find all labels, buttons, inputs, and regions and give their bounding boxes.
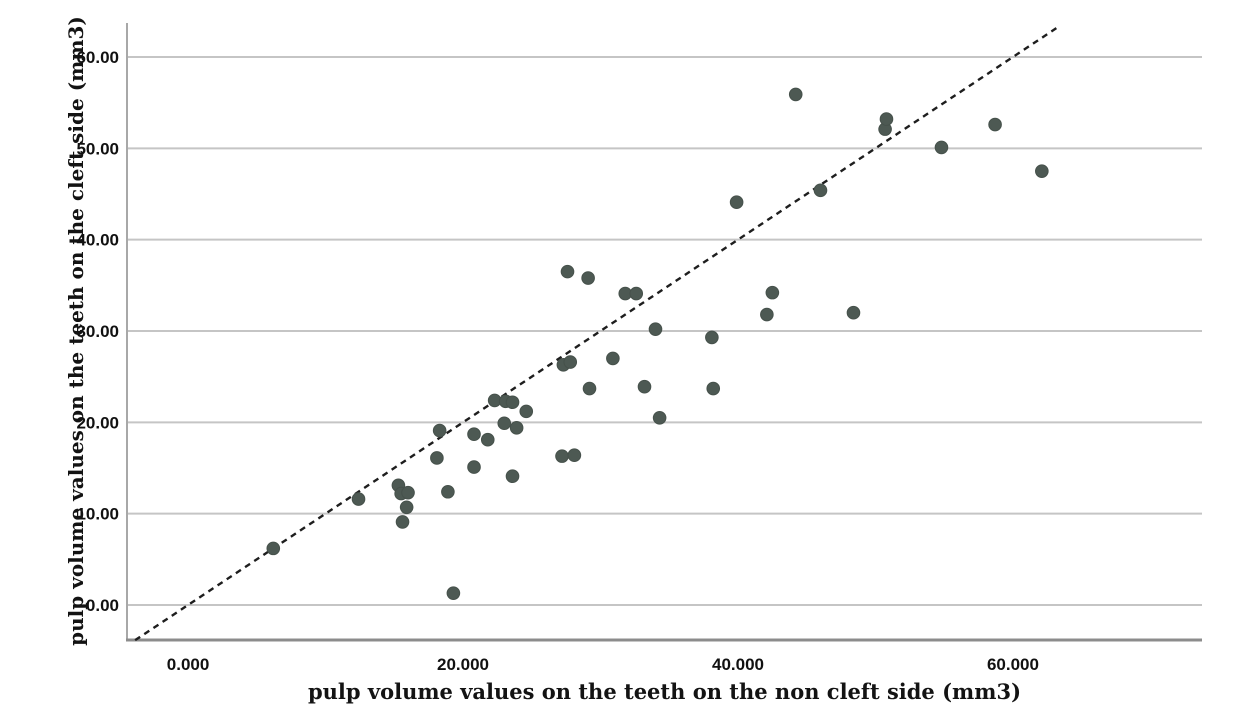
data-point <box>266 541 281 556</box>
data-point <box>606 351 620 366</box>
y-tick-label: 60.00 <box>76 48 119 67</box>
data-point <box>432 423 447 438</box>
y-tick-label: 10.00 <box>76 505 119 524</box>
data-point <box>813 183 828 198</box>
data-point <box>497 416 512 431</box>
data-point <box>765 285 780 300</box>
data-point <box>509 421 524 435</box>
data-point <box>446 586 461 600</box>
data-point <box>706 381 721 396</box>
data-point <box>760 307 774 322</box>
y-tick-label: 30.00 <box>76 322 119 341</box>
y-tick-label: 20.00 <box>76 413 119 432</box>
y-tick-label: 40.00 <box>76 231 119 250</box>
data-point <box>467 427 481 442</box>
y-tick-label: 0.00 <box>86 596 119 615</box>
x-tick-label: 0.000 <box>167 655 210 674</box>
data-point <box>788 87 803 102</box>
data-point <box>637 379 652 394</box>
data-point <box>846 305 861 320</box>
data-point <box>505 395 520 410</box>
data-point <box>399 500 414 515</box>
data-point <box>582 381 597 396</box>
data-point <box>560 264 575 279</box>
x-tick-label: 20.000 <box>437 655 489 674</box>
data-point <box>505 469 520 484</box>
data-point <box>430 451 444 465</box>
data-point <box>705 330 719 345</box>
data-point <box>729 195 744 210</box>
data-point <box>581 271 595 285</box>
data-point <box>401 485 415 500</box>
data-point <box>351 492 366 506</box>
x-tick-label: 60.000 <box>987 655 1039 674</box>
y-tick-label: 50.00 <box>76 139 119 158</box>
data-point <box>934 140 949 155</box>
data-point <box>648 322 663 336</box>
data-point <box>652 410 667 425</box>
data-point <box>395 515 410 529</box>
data-point <box>1035 164 1049 178</box>
identity-reference-line <box>134 24 1061 642</box>
data-point <box>879 112 894 126</box>
data-point <box>441 484 455 499</box>
data-point <box>988 117 1002 132</box>
y-axis-title: pulp volume values on the teeth on the c… <box>64 16 88 646</box>
data-point <box>563 355 578 369</box>
data-point <box>555 449 569 463</box>
data-point <box>467 460 481 474</box>
x-tick-label: 40.000 <box>712 655 764 674</box>
data-point <box>567 448 582 463</box>
x-axis-title: pulp volume values on the teeth on the n… <box>307 679 1022 704</box>
data-point <box>519 404 534 419</box>
data-point <box>480 432 495 447</box>
data-point <box>629 286 644 301</box>
